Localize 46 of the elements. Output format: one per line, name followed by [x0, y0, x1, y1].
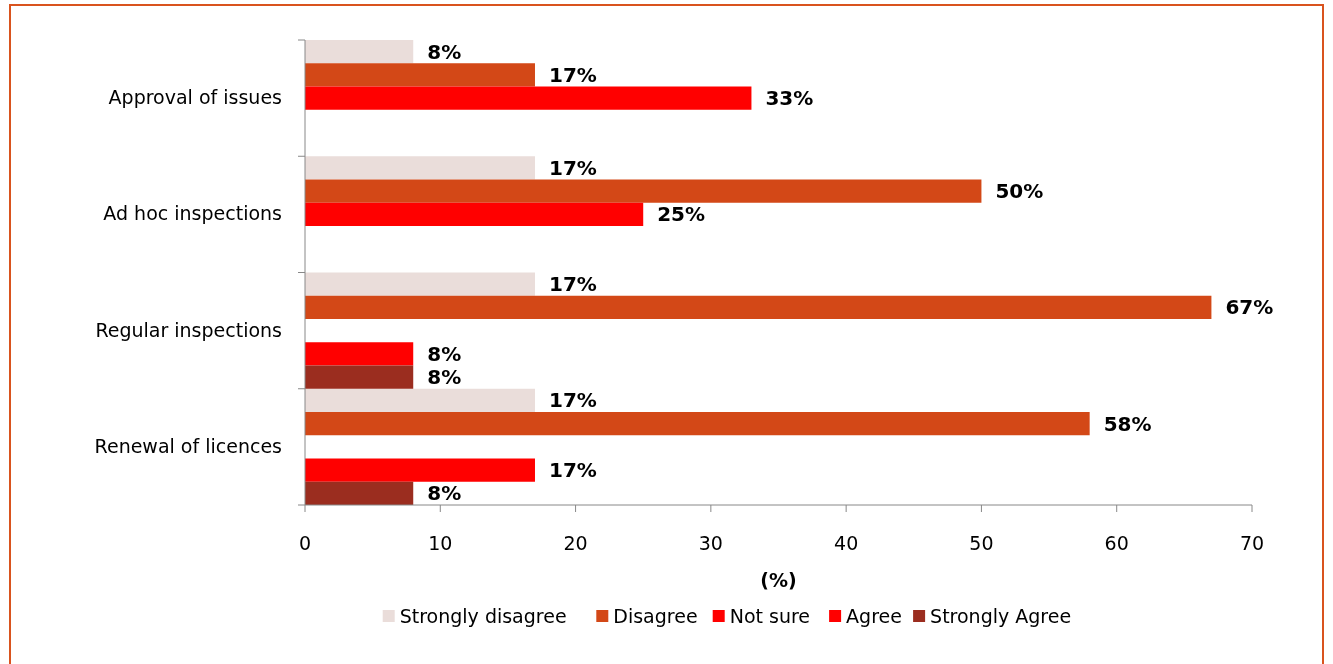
data-label: 8% — [427, 481, 462, 506]
bar — [305, 365, 414, 389]
data-label: 17% — [548, 458, 597, 483]
bar — [305, 202, 644, 226]
x-axis-title: (%) — [760, 569, 797, 591]
x-tick-label: 20 — [563, 532, 588, 554]
y-tick-label: Approval of issues — [108, 86, 282, 109]
data-label: 8% — [427, 365, 462, 390]
bar — [305, 156, 535, 180]
legend-label: Not sure — [729, 605, 811, 627]
data-label: 25% — [657, 202, 706, 227]
bar — [305, 481, 414, 505]
x-tick-label: 0 — [298, 532, 312, 554]
bar — [305, 412, 1090, 436]
data-label: 8% — [427, 39, 462, 64]
bar — [305, 40, 414, 64]
data-label: 17% — [548, 155, 597, 180]
x-tick-label: 30 — [698, 532, 723, 554]
x-tick-label: 40 — [834, 532, 859, 554]
data-label: 67% — [1225, 295, 1274, 320]
bar — [305, 388, 535, 412]
data-label: 50% — [995, 179, 1044, 204]
legend-label: Agree — [846, 605, 902, 627]
bar — [305, 458, 535, 482]
y-tick-label: Renewal of licences — [94, 434, 282, 457]
x-tick-label: 70 — [1239, 532, 1265, 554]
x-tick-label: 60 — [1104, 532, 1129, 554]
legend-label: Disagree — [613, 605, 698, 627]
legend-label: Strongly disagree — [399, 605, 567, 627]
data-label: 17% — [548, 388, 597, 413]
data-label: 58% — [1103, 411, 1152, 436]
data-label: 8% — [427, 341, 462, 366]
bar — [305, 86, 752, 110]
y-tick-label: Ad hoc inspections — [103, 202, 282, 225]
bar — [305, 63, 535, 87]
legend-label: Strongly Agree — [930, 605, 1072, 627]
data-label: 17% — [548, 62, 597, 87]
data-label: 33% — [765, 86, 814, 111]
bar — [305, 179, 982, 203]
y-tick-label: Regular inspections — [95, 318, 282, 341]
bar — [305, 295, 1212, 319]
data-label: 17% — [548, 272, 597, 297]
bar — [305, 342, 414, 366]
x-tick-label: 10 — [428, 532, 453, 554]
bar — [305, 272, 535, 296]
x-tick-label: 50 — [969, 532, 994, 554]
